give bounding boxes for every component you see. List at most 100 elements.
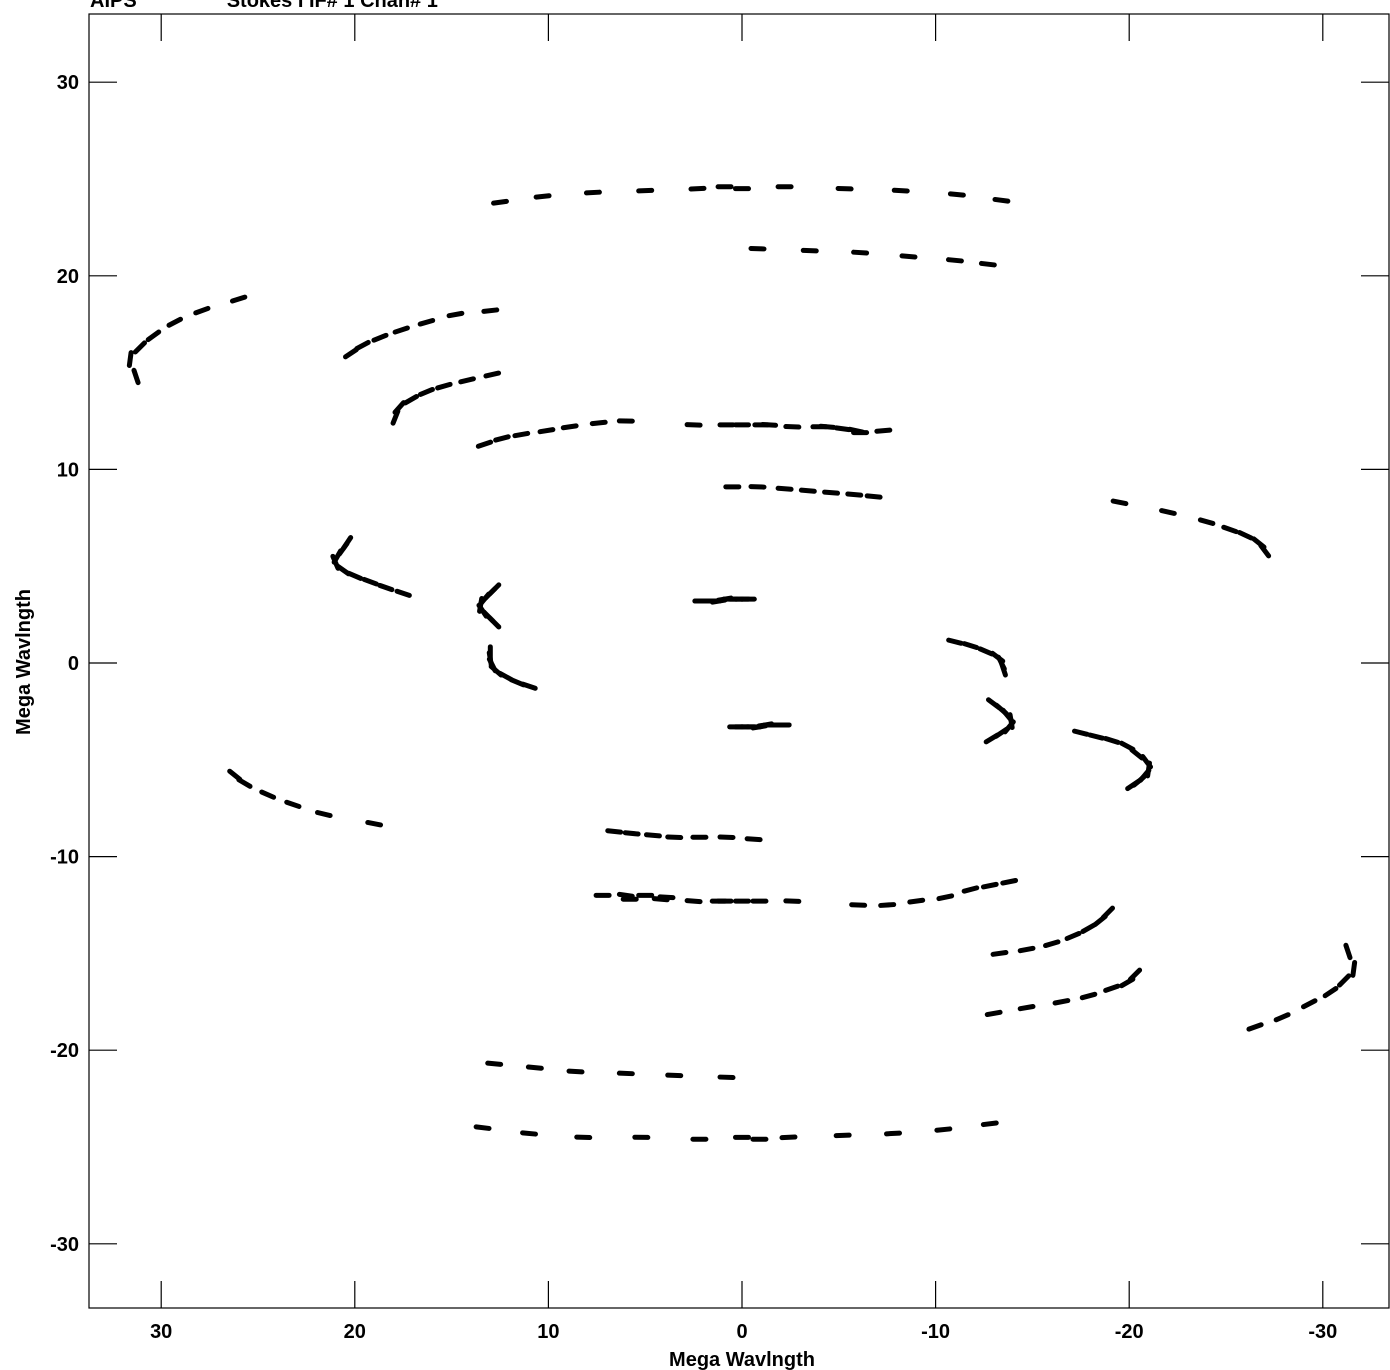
x-tick-label: -20 [1115,1321,1144,1343]
uv-point [1127,967,1143,982]
uv-point [864,493,883,500]
uv-point [1071,728,1090,737]
uv-point [992,196,1011,204]
uv-point [1273,1012,1291,1023]
uv-point [907,897,926,905]
uv-point [616,891,635,899]
uv-points [126,184,1358,1142]
uv-point [417,386,435,397]
uv-point [783,898,802,904]
uv-point [744,836,763,843]
uv-point [371,332,389,343]
uv-point [394,588,412,598]
uv-point [1080,922,1097,934]
uv-point [365,819,384,828]
uv-point [945,257,964,264]
uv-point [483,370,502,379]
x-tick-label: 10 [537,1321,559,1343]
uv-point [475,439,494,449]
y-tick-label: -30 [50,1234,79,1256]
uv-point [665,834,684,841]
uv-point [684,898,703,905]
uv-point [537,427,556,435]
header-right-label: Stokes I IF# 1 Chan# 1 [226,0,438,12]
uv-point [1017,1004,1036,1012]
uv-point [1110,498,1129,507]
uv-point [984,1009,1003,1018]
uv-point [1221,524,1239,535]
uv-point [934,1126,953,1133]
uv-point [481,307,500,314]
uv-point [473,1124,492,1131]
uv-point [560,423,579,431]
uv-point [346,570,364,581]
uv-point [1197,517,1216,526]
axis-ticks [89,14,1389,1308]
uv-point [1079,991,1098,1001]
uv-point [493,434,511,443]
uv-point [485,1060,504,1067]
uv-point [884,1130,902,1137]
x-tick-label: -30 [1308,1321,1337,1343]
uv-point [983,732,1000,745]
uv-point [491,198,509,206]
uv-point [798,487,817,494]
uv-point [874,427,893,434]
uv-point [458,376,476,385]
uv-point [643,832,662,839]
header-left-label: AIPS [90,0,137,12]
uv-point [1125,778,1141,792]
uv-point [1246,1022,1264,1032]
uv-point [229,294,248,304]
uv-point [605,828,624,835]
uv-point [1087,732,1106,741]
uv-point [822,489,841,496]
uv-point [998,660,1008,678]
uv-point [775,485,794,492]
uv-point [851,249,870,256]
uv-point [1300,998,1318,1010]
uv-point [520,1130,539,1137]
axis-tick-labels: 30 20 10 0 -10 -20 -30 30 20 10 0 -10 -20 -30 [50,72,1337,1343]
uv-point [166,316,184,328]
uv-point [891,187,910,194]
uv-point [392,325,410,335]
uv-point [392,400,407,415]
uv-point [990,949,1009,957]
uv-point [1336,973,1352,988]
uv-point [377,582,395,593]
uv-point [849,902,868,908]
uv-point [1000,877,1019,886]
uv-point [1159,508,1177,516]
y-axis-label: Mega Wavlngth [13,589,35,735]
uv-point [616,1070,635,1077]
uv-point [132,340,148,355]
uv-point [1236,529,1254,541]
uv-point [259,789,277,800]
y-tick-label: 30 [57,72,79,94]
x-axis-label: Mega Wavlngth [669,1349,815,1370]
x-tick-label: -10 [921,1321,950,1343]
uv-point [779,1134,798,1141]
uv-point [417,317,436,327]
uv-point [354,339,371,352]
uv-point [520,681,538,691]
uv-point [1100,905,1116,920]
uv-point [1343,942,1353,961]
uv-point [845,491,864,498]
uv-point [622,830,641,837]
uv-point [760,421,779,428]
uv-point [961,641,980,651]
uv-point [899,253,918,260]
uv-point [512,430,531,439]
uv-point [361,576,379,587]
uv-point [961,885,980,894]
uv-point [284,799,302,809]
uv-point [402,393,420,406]
uv-point [947,191,966,198]
uv-point [1052,998,1071,1006]
uv-point [1043,939,1061,949]
x-tick-label: 0 [736,1321,747,1343]
uv-point [533,193,552,200]
uv-point [980,881,999,890]
